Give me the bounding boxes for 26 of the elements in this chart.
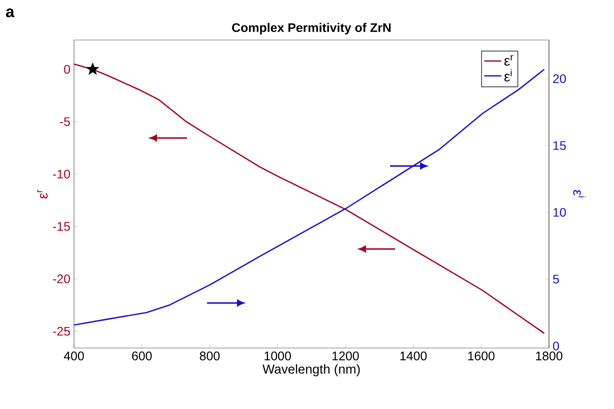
legend-label: ε$^{r}$ <box>504 55 514 66</box>
x-tick-label: 800 <box>200 352 220 360</box>
y2-tick-label: 5 <box>553 274 559 284</box>
x-tick-label: 1800 <box>536 352 562 360</box>
y-tick-label: -25 <box>53 326 70 336</box>
y-tick-label: -5 <box>60 117 70 126</box>
x-tick-label: 400 <box>64 352 84 360</box>
y2-tick-label: 20 <box>553 74 566 84</box>
x-tick-label: 1000 <box>264 352 291 360</box>
y-tick-label: 0 <box>64 64 70 74</box>
y-tick-label: -20 <box>53 274 70 284</box>
y2-tick-label: 0 <box>553 342 559 350</box>
x-tick-label: 1600 <box>468 352 495 360</box>
legend-label: ε$^{i}$ <box>504 69 512 82</box>
y2-tick-label: 10 <box>553 208 566 217</box>
text: a <box>6 8 14 18</box>
y-tick-label: -15 <box>53 222 70 231</box>
x-tick-label: 1400 <box>400 352 427 360</box>
y-tick-label: -10 <box>53 170 70 179</box>
x-tick-label: 600 <box>132 352 152 360</box>
x-tick-label: 1200 <box>332 352 359 360</box>
x-axis-title: Wavelength (nm) <box>262 364 360 376</box>
y-axis-title: ε$^{r}$ <box>37 190 48 198</box>
y2-axis-title: ε$^{i}$ <box>573 190 586 198</box>
chart-title: Complex Permitivity of ZrN <box>232 22 391 34</box>
y2-tick-label: 15 <box>553 141 566 150</box>
